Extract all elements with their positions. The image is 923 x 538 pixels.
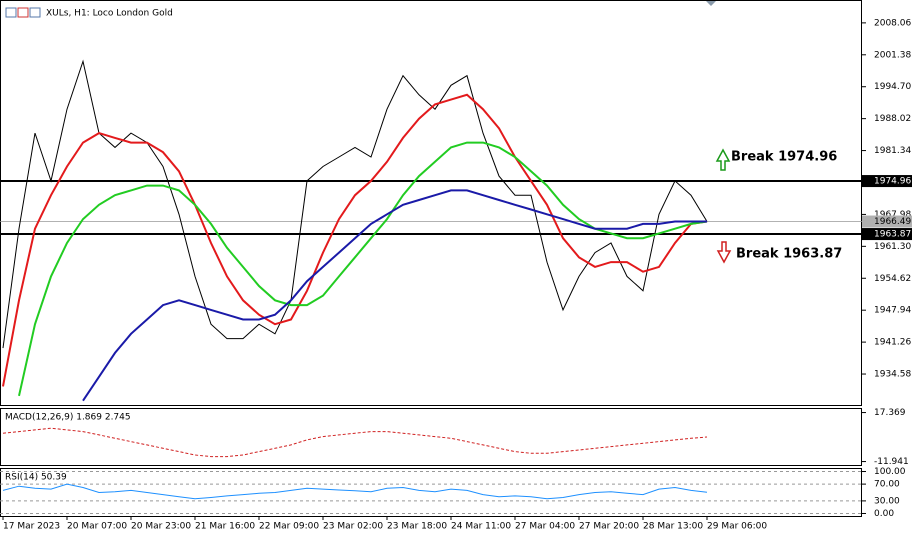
chart-title: XULs, H1: Loco London Gold (46, 9, 173, 19)
settings-icon[interactable] (29, 7, 41, 18)
up-arrow (715, 148, 731, 171)
level-label: 1963.87 (874, 230, 911, 240)
y-tick-label: 1941.26 (874, 338, 911, 348)
x-tick-label: 27 Mar 20:00 (579, 522, 639, 532)
series-line (2, 483, 708, 500)
main-panel (0, 0, 862, 406)
annotation: Break 1963.87 (736, 247, 842, 262)
annotation: Break 1974.96 (731, 150, 837, 165)
menu-icon[interactable] (5, 7, 17, 18)
y-tick-label: 1947.94 (874, 306, 911, 316)
y-tick-label: 30.00 (874, 496, 900, 506)
y-tick-label: -11.941 (874, 457, 909, 467)
x-tick-label: 29 Mar 06:00 (707, 522, 767, 532)
down-arrow (716, 241, 732, 264)
x-tick-label: 23 Mar 18:00 (387, 522, 447, 532)
panel-title: MACD(12,26,9) 1.869 2.745 (5, 413, 131, 423)
x-tick-label: 17 Mar 2023 (3, 522, 60, 532)
y-tick-label: 1994.70 (874, 82, 911, 92)
price-label: 1966.49 (874, 217, 911, 227)
y-tick-label: 1961.30 (874, 242, 911, 252)
level-box (862, 228, 912, 241)
y-tick-label: 70.00 (874, 480, 900, 490)
price-box (862, 215, 912, 228)
x-tick-label: 21 Mar 16:00 (195, 522, 255, 532)
x-tick-label: 23 Mar 02:00 (323, 522, 383, 532)
shift-marker (706, 1, 716, 6)
y-tick-label: 1934.58 (874, 370, 911, 380)
x-tick-label: 27 Mar 04:00 (515, 522, 575, 532)
x-tick-label: 28 Mar 13:00 (643, 522, 703, 532)
y-tick-label: 17.369 (874, 408, 906, 418)
rsi-panel (0, 468, 862, 517)
y-tick-label: 0.00 (874, 509, 894, 519)
series-line (2, 427, 708, 458)
y-tick-label: 2001.38 (874, 50, 911, 60)
y-tick-label: 1988.02 (874, 114, 911, 124)
x-tick-label: 20 Mar 07:00 (67, 522, 127, 532)
series-line (2, 93, 708, 387)
series-line (82, 189, 707, 402)
y-tick-label: 1954.62 (874, 274, 911, 284)
y-tick-label: 1981.34 (874, 146, 911, 156)
panel-title: RSI(14) 50.39 (5, 473, 67, 483)
y-tick-label: 1967.98 (874, 210, 911, 220)
x-tick-label: 24 Mar 11:00 (451, 522, 511, 532)
x-tick-label: 22 Mar 09:00 (259, 522, 319, 532)
y-tick-label: 2008.06 (874, 18, 911, 28)
series-line (2, 59, 708, 349)
level-box (862, 175, 912, 188)
macd-panel (0, 408, 862, 466)
chart-icon[interactable] (17, 7, 29, 18)
y-tick-label: 100.00 (874, 467, 906, 477)
level-label: 1974.96 (874, 177, 911, 187)
x-tick-label: 20 Mar 23:00 (131, 522, 191, 532)
